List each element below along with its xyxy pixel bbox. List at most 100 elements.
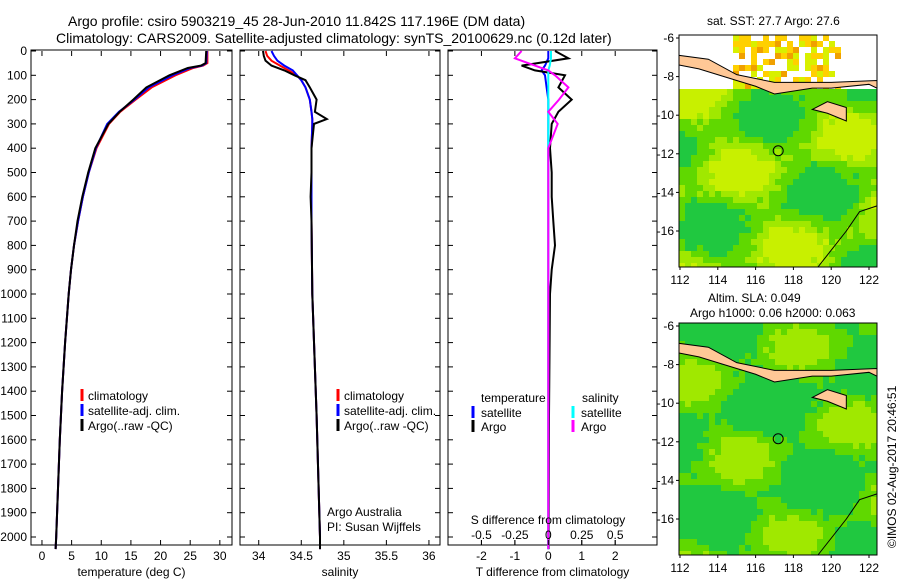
map-cell: [865, 437, 871, 443]
map-cell: [835, 455, 841, 461]
map-cell: [721, 173, 727, 179]
map-cell: [757, 353, 763, 359]
map-cell: [841, 125, 847, 131]
map-cell: [859, 59, 865, 65]
map-cell: [787, 113, 793, 119]
map-cell: [859, 425, 865, 431]
map-cell: [739, 245, 745, 251]
map-cell: [805, 533, 811, 539]
map-cell: [763, 215, 769, 221]
map-cell: [769, 191, 775, 197]
map-cell: [829, 521, 835, 527]
map-cell: [835, 413, 841, 419]
map-cell: [709, 527, 715, 533]
map-cell: [811, 53, 817, 59]
map-cell: [847, 35, 853, 41]
map-cell: [679, 263, 685, 267]
map-cell: [793, 503, 799, 509]
map-cell: [763, 53, 769, 59]
map-cell: [763, 167, 769, 173]
map-cell: [757, 395, 763, 401]
panel-frame: [30, 49, 233, 546]
map-cell: [859, 497, 865, 503]
map-cell: [697, 47, 703, 53]
map-cell: [685, 335, 691, 341]
map-cell: [847, 335, 853, 341]
map-cell: [841, 407, 847, 413]
map-cell: [853, 407, 859, 413]
map-cell: [871, 341, 877, 347]
map-cell: [709, 197, 715, 203]
map-cell: [679, 377, 685, 383]
map-cell: [745, 137, 751, 143]
map-cell: [679, 233, 685, 239]
map-cell: [841, 221, 847, 227]
map-cell: [823, 203, 829, 209]
map-cell: [775, 359, 781, 365]
map-cell: [829, 509, 835, 515]
map-cell: [721, 209, 727, 215]
map-cell: [805, 173, 811, 179]
map-cell: [781, 551, 787, 555]
map-cell: [817, 473, 823, 479]
map-cell: [697, 527, 703, 533]
map-cell: [715, 89, 721, 95]
lat-tick-label: -8: [663, 70, 674, 84]
map-cell: [823, 353, 829, 359]
map-cell: [685, 371, 691, 377]
map-cell: [763, 509, 769, 515]
map-cell: [751, 443, 757, 449]
map-cell: [745, 551, 751, 555]
map-cell: [769, 131, 775, 137]
map-cell: [835, 101, 841, 107]
map-cell: [769, 323, 775, 329]
map-cell: [829, 245, 835, 251]
map-cell: [733, 215, 739, 221]
map-cell: [823, 257, 829, 263]
map-cell: [799, 113, 805, 119]
map-cell: [817, 143, 823, 149]
map-cell: [757, 125, 763, 131]
map-cell: [763, 347, 769, 353]
map-cell: [835, 437, 841, 443]
map-cell: [697, 209, 703, 215]
map-cell: [775, 71, 781, 77]
map-cell: [859, 323, 865, 329]
map-cell: [859, 413, 865, 419]
map-cell: [805, 179, 811, 185]
map-cell: [835, 179, 841, 185]
map-cell: [715, 191, 721, 197]
map-cell: [853, 221, 859, 227]
map-cell: [745, 143, 751, 149]
map-cell: [769, 425, 775, 431]
map-cell: [871, 101, 877, 107]
map-cell: [751, 53, 757, 59]
map-cell: [811, 347, 817, 353]
map-cell: [709, 191, 715, 197]
map-cell: [733, 467, 739, 473]
map-cell: [781, 149, 787, 155]
map-cell: [835, 221, 841, 227]
map-cell: [685, 77, 691, 83]
map-cell: [745, 101, 751, 107]
map-cell: [697, 413, 703, 419]
map-cell: [793, 365, 799, 371]
map-cell: [751, 101, 757, 107]
map-cell: [715, 149, 721, 155]
map-cell: [853, 59, 859, 65]
map-cell: [853, 461, 859, 467]
map-cell: [775, 65, 781, 71]
map-cell: [763, 203, 769, 209]
map-cell: [715, 473, 721, 479]
map-cell: [739, 185, 745, 191]
map-cell: [853, 95, 859, 101]
map-cell: [697, 101, 703, 107]
differences-panel: -2 -1 0 1 2T difference from climatologytemp…: [447, 49, 658, 579]
map-cell: [769, 119, 775, 125]
map-cell: [709, 461, 715, 467]
map-cell: [793, 173, 799, 179]
map-cell: [727, 179, 733, 185]
map-cell: [739, 155, 745, 161]
sst-map-title: sat. SST: 27.7 Argo: 27.6: [707, 14, 840, 28]
map-cell: [841, 341, 847, 347]
